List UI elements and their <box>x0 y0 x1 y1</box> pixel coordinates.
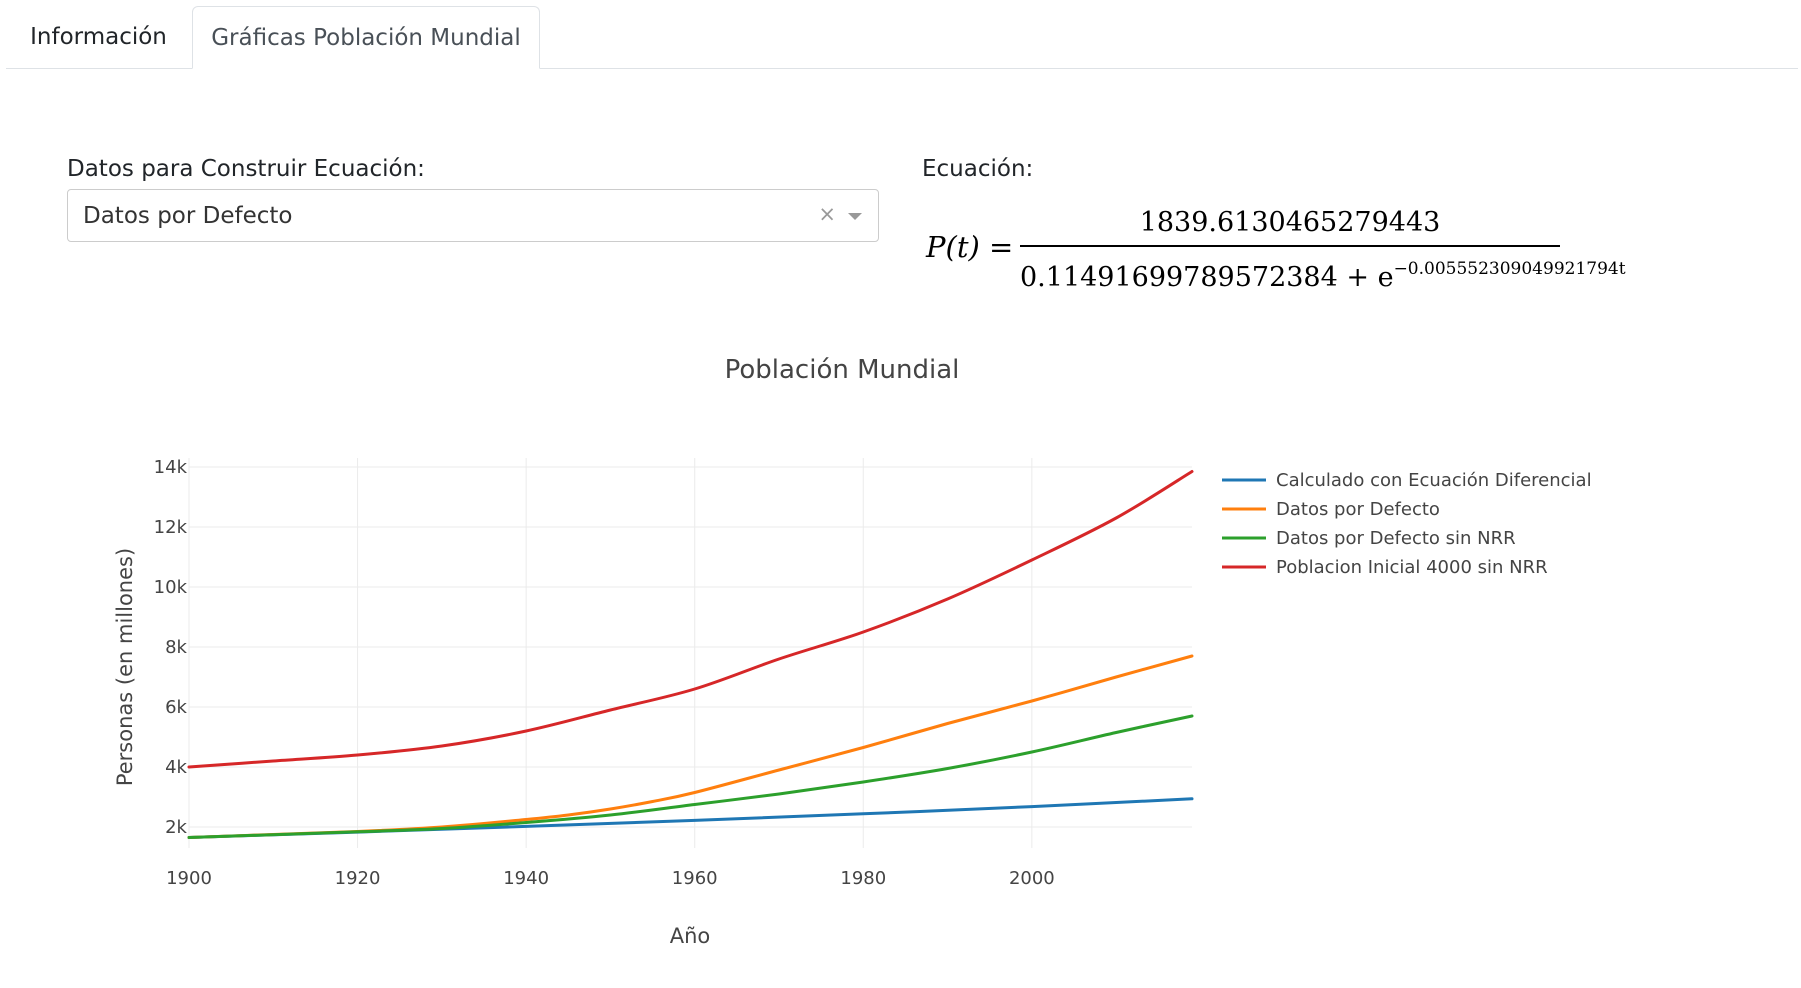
chart-lines <box>187 470 1194 839</box>
legend-item[interactable]: Datos por Defecto <box>1222 499 1440 520</box>
ecuacion-label: Ecuación: <box>922 156 1034 182</box>
legend-item[interactable]: Datos por Defecto sin NRR <box>1222 528 1516 549</box>
x-tick-label: 1920 <box>335 868 381 889</box>
series-line-3 <box>187 714 1194 839</box>
series-line-4 <box>187 470 1194 769</box>
equation-lhs: P(t) = <box>926 230 1014 264</box>
legend-label: Datos por Defecto <box>1276 499 1440 520</box>
x-tick-label: 1960 <box>672 868 718 889</box>
equation-numerator: 1839.6130465279443 <box>1139 207 1441 238</box>
dropdown-selected-value: Datos por Defecto <box>83 203 293 229</box>
x-axis-title: Año <box>670 924 711 948</box>
equation-fraction: 1839.6130465279443 0.11491699789572384 +… <box>1020 205 1626 295</box>
fraction-bar <box>1020 245 1560 247</box>
denominator-base: 0.11491699789572384 + e <box>1020 262 1394 293</box>
chevron-down-icon[interactable] <box>848 213 862 220</box>
tab-graficas-poblacion-mundial[interactable]: Gráficas Población Mundial <box>192 6 540 69</box>
y-tick-label: 14k <box>154 457 188 478</box>
legend-item[interactable]: Poblacion Inicial 4000 sin NRR <box>1222 557 1548 578</box>
legend-item[interactable]: Calculado con Ecuación Diferencial <box>1222 470 1592 491</box>
x-tick-label: 1980 <box>840 868 886 889</box>
datos-ecuacion-dropdown[interactable]: Datos por Defecto × <box>67 189 879 242</box>
y-axis-title: Personas (en millones) <box>113 548 137 786</box>
chart-gridlines <box>188 458 1192 848</box>
chart-title: Población Mundial <box>724 355 960 385</box>
y-tick-label: 6k <box>165 697 187 718</box>
y-tick-label: 12k <box>154 517 188 538</box>
series-line-2 <box>187 654 1194 839</box>
chart-tick-labels: 1900 1920 1940 1960 1980 2000 2k 4k 6k 8k 10k 12k 14… <box>154 457 1055 889</box>
x-tick-label: 2000 <box>1009 868 1055 889</box>
legend-label: Poblacion Inicial 4000 sin NRR <box>1276 557 1548 578</box>
y-tick-label: 2k <box>165 817 187 838</box>
tab-informacion[interactable]: Información <box>30 24 167 50</box>
legend-label: Datos por Defecto sin NRR <box>1276 528 1516 549</box>
denominator-exponent: −0.005552309049921794t <box>1393 259 1626 279</box>
x-tick-label: 1940 <box>503 868 549 889</box>
y-tick-label: 8k <box>165 637 187 658</box>
equation-denominator: 0.11491699789572384 + e−0.00555230904992… <box>1020 252 1626 295</box>
clear-icon[interactable]: × <box>818 202 836 226</box>
chart-legend: Calculado con Ecuación Diferencial Datos … <box>1222 470 1592 578</box>
tab-bar: Información Gráficas Población Mundial <box>6 0 1798 69</box>
legend-label: Calculado con Ecuación Diferencial <box>1276 470 1592 491</box>
y-tick-label: 4k <box>165 757 187 778</box>
datos-ecuacion-label: Datos para Construir Ecuación: <box>67 156 425 182</box>
x-tick-label: 1900 <box>166 868 212 889</box>
y-tick-label: 10k <box>154 577 188 598</box>
